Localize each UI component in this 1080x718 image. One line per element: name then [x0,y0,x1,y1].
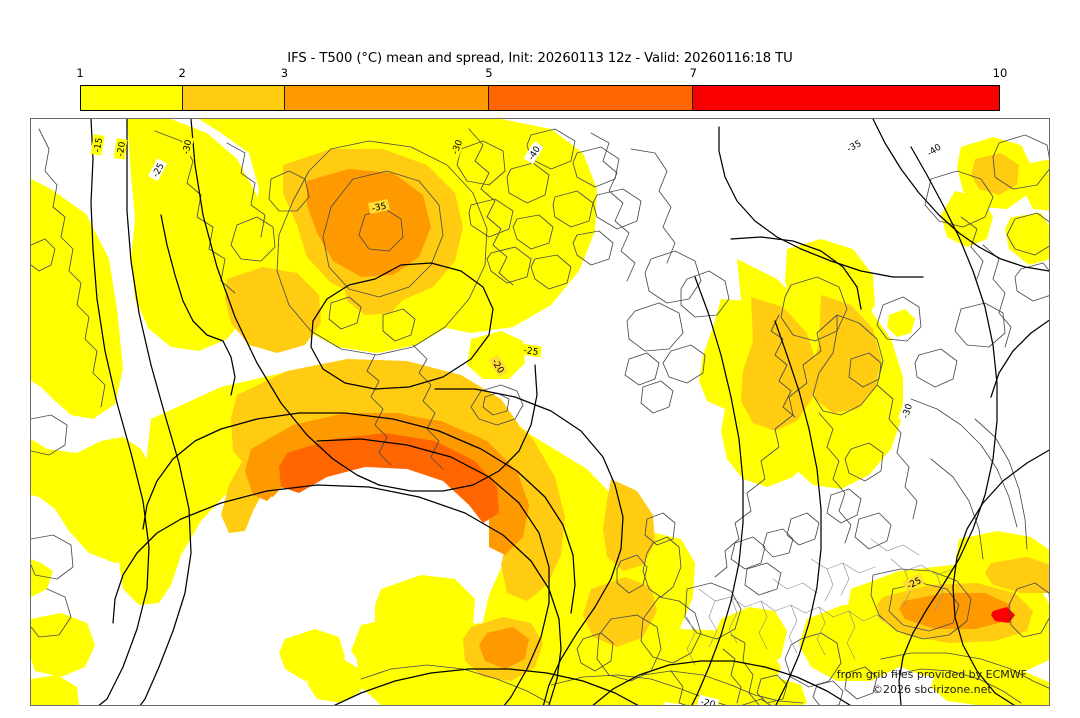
contour-label: -15 [93,137,105,153]
spread-shading-layer [31,119,1049,705]
contour-label: -30 [901,403,915,420]
colorbar-tick-1: 1 [76,66,84,80]
colorbar-segment-5-7 [489,86,693,110]
contour-label: -30 [451,138,466,155]
contour-layer [90,119,1049,705]
page-title: IFS - T500 (°C) mean and spread, Init: 2… [287,51,793,66]
colorbar-tick-10: 10 [992,66,1008,80]
contour-label-layer: -15 -20 -25 -30 -35 [90,134,946,706]
colorbar-tick-7: 7 [689,66,697,80]
colorbar-segment-3-5 [285,86,489,110]
colorbar-segment-1-2 [81,86,183,110]
colorbar-segment-2-3 [183,86,285,110]
colorbar-tick-5: 5 [485,66,493,80]
colorbar-tick-2: 2 [178,66,186,80]
colorbar: 1 2 3 5 7 10 [76,66,1007,111]
contour-label: -20 [699,697,716,706]
colorbar-segment-7-10 [693,86,999,110]
colorbar-tick-3: 3 [280,66,289,80]
contour-label: -30 [182,139,195,156]
map-canvas[interactable]: -15 -20 -25 -30 -35 [30,118,1050,706]
contour-label: -20 [116,141,128,157]
contour-label: -35 [371,202,387,215]
colorbar-gradient [80,85,1000,111]
contour-label: -25 [523,346,539,358]
map-graphic: -15 -20 -25 -30 -35 [31,119,1049,706]
